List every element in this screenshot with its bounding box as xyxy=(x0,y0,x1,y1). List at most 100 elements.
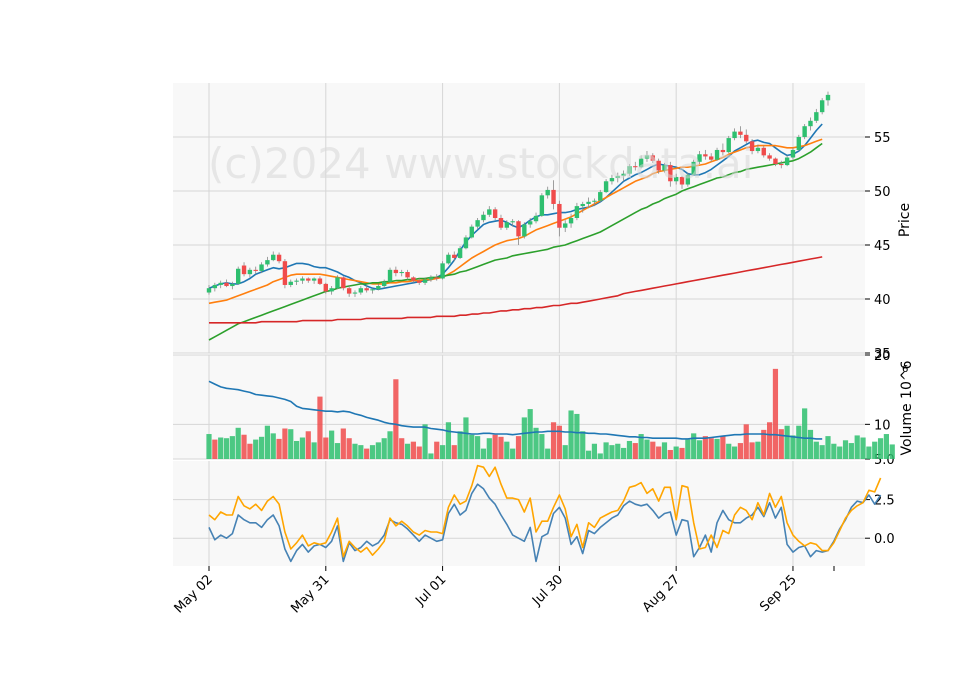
candle-body xyxy=(387,269,393,282)
volume-bar xyxy=(866,446,872,459)
volume-bar xyxy=(597,453,603,459)
volume-bar xyxy=(667,449,673,459)
price-background xyxy=(173,83,865,353)
volume-bar xyxy=(247,443,253,459)
volume-bar xyxy=(796,425,802,459)
candle-body xyxy=(335,277,340,289)
candle-body xyxy=(551,189,556,204)
volume-bar xyxy=(492,434,498,459)
volume-bar xyxy=(749,442,755,459)
candle-body xyxy=(726,138,731,153)
candle-body xyxy=(329,288,334,292)
volume-bar xyxy=(714,438,720,459)
candle-body xyxy=(311,278,317,281)
volume-bar xyxy=(813,441,819,459)
volume-tick-label: 10 xyxy=(874,418,891,433)
volume-bar xyxy=(831,443,837,459)
oscillator-tick-label: 0.0 xyxy=(874,532,895,547)
volume-bar xyxy=(428,453,434,459)
candle-body xyxy=(779,164,784,166)
volume-bar xyxy=(545,448,551,459)
price-tick-label: 45 xyxy=(874,239,891,254)
volume-bar xyxy=(854,435,860,459)
candle-body xyxy=(300,278,305,281)
volume-bar xyxy=(702,436,708,459)
candle-body xyxy=(563,223,568,228)
volume-bar xyxy=(621,447,627,459)
volume-bar xyxy=(475,436,481,459)
volume-bar xyxy=(638,434,644,459)
candle-body xyxy=(773,158,778,164)
candle-body xyxy=(235,268,241,284)
volume-bar xyxy=(527,409,533,459)
volume-bar xyxy=(510,448,516,459)
candle-body xyxy=(633,166,638,168)
price-ma-mid-line xyxy=(208,138,823,305)
volume-bar xyxy=(293,440,300,459)
volume-bar xyxy=(860,437,866,459)
volume-bar xyxy=(819,445,825,459)
candle-body xyxy=(212,284,218,289)
volume-bar xyxy=(206,434,212,459)
volume-bar xyxy=(381,438,387,459)
volume-bar xyxy=(696,440,703,459)
candle-body xyxy=(603,181,609,193)
candle-body xyxy=(568,218,574,224)
candle-body xyxy=(434,277,439,279)
candle-body xyxy=(749,141,755,152)
candle-body xyxy=(492,209,498,218)
volume-bar xyxy=(340,428,346,459)
volume-bar xyxy=(288,429,294,459)
price-ma-slow-line xyxy=(208,142,823,341)
volume-bar xyxy=(416,446,422,459)
volume-bar xyxy=(691,433,697,459)
candle-body xyxy=(381,281,387,287)
volume-bar xyxy=(661,442,668,459)
volume-bar xyxy=(872,441,878,459)
volume-axis-label: Volume 10^6 xyxy=(899,360,915,455)
candle-body xyxy=(767,155,772,159)
volume-bar xyxy=(883,434,889,459)
candle-body xyxy=(428,277,434,280)
candle-body xyxy=(814,112,819,121)
candle-body xyxy=(516,221,521,237)
candle-body xyxy=(405,272,410,278)
volume-bar xyxy=(364,448,370,459)
volume-bar xyxy=(679,447,685,459)
candle-body xyxy=(504,222,510,228)
candle-body xyxy=(691,161,696,175)
candle-body xyxy=(784,157,790,166)
volume-bar xyxy=(223,438,230,459)
volume-bar xyxy=(837,446,843,459)
volume-bar xyxy=(329,430,335,459)
volume-bar xyxy=(253,439,259,459)
candle-body xyxy=(463,237,469,249)
candle-body xyxy=(399,272,404,274)
candle-body xyxy=(527,221,533,225)
volume-bar xyxy=(258,436,265,459)
volume-bar xyxy=(270,433,276,459)
candle-body xyxy=(656,160,661,171)
volume-bar xyxy=(323,437,329,459)
candle-body xyxy=(668,165,673,182)
candle-body xyxy=(714,149,720,160)
candle-body xyxy=(352,292,358,294)
volume-bar xyxy=(731,446,738,459)
volume-bar xyxy=(369,445,376,459)
volume-bar xyxy=(644,439,650,459)
candle-body xyxy=(732,131,737,139)
candle-body xyxy=(224,282,229,287)
volume-bar xyxy=(556,425,562,459)
candle-body xyxy=(679,176,685,185)
x-tick-label: Aug 27 xyxy=(640,572,683,615)
volume-bar xyxy=(305,431,311,459)
candle-body xyxy=(376,286,381,290)
volume-bar xyxy=(568,410,574,459)
candle-body xyxy=(598,192,603,201)
candle-body xyxy=(609,178,615,182)
volume-bar xyxy=(410,441,416,459)
volume-bar xyxy=(317,396,323,459)
volume-bar xyxy=(848,443,854,459)
volume-bar xyxy=(235,427,241,459)
